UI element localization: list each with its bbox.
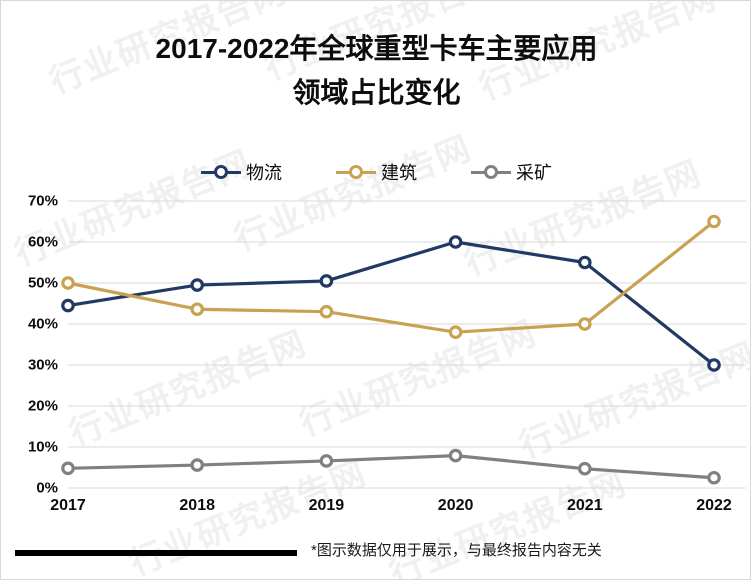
legend-label: 物流 [246, 163, 282, 183]
series-line-物流 [66, 240, 716, 367]
data-point-建筑-2022[interactable] [707, 214, 721, 229]
legend-marker-icon [336, 164, 376, 180]
data-point-建筑-2018[interactable] [190, 302, 204, 317]
y-tick-label: 30% [27, 356, 58, 374]
series-line-建筑 [66, 219, 716, 334]
y-tick-label: 60% [27, 233, 58, 251]
data-point-采矿-2021[interactable] [577, 461, 592, 476]
chart-title: 2017-2022年全球重型卡车主要应用 领域占比变化 [1, 27, 750, 115]
data-point-建筑-2021[interactable] [577, 317, 592, 331]
data-point-采矿-2019[interactable] [319, 454, 334, 468]
legend-dot-icon [349, 165, 363, 179]
data-point-物流-2019[interactable] [319, 274, 334, 288]
footnote-text: *图示数据仅用于展示，与最终报告内容无关 [311, 542, 602, 559]
y-tick-label: 10% [27, 438, 58, 456]
y-tick-label: 20% [27, 397, 58, 415]
data-point-建筑-2017[interactable] [61, 276, 75, 290]
legend-marker-icon [201, 164, 241, 180]
x-tick-label-2020: 2020 [437, 497, 474, 514]
data-point-物流-2022[interactable] [707, 358, 721, 372]
data-point-物流-2017[interactable] [61, 298, 75, 313]
x-tick-label-2021: 2021 [567, 497, 603, 514]
y-tick-label: 0% [36, 479, 58, 497]
series-line-采矿 [66, 454, 716, 480]
data-point-采矿-2017[interactable] [61, 461, 75, 476]
data-point-物流-2018[interactable] [190, 278, 204, 292]
legend-item-物流[interactable]: 物流 [201, 159, 282, 185]
x-tick-label-2017: 2017 [50, 497, 86, 514]
legend-dot-icon [484, 165, 498, 179]
chart-title-line-2: 领域占比变化 [292, 77, 461, 108]
legend-item-建筑[interactable]: 建筑 [336, 159, 417, 185]
legend-item-采矿[interactable]: 采矿 [471, 159, 552, 185]
data-point-采矿-2018[interactable] [190, 458, 204, 472]
data-point-物流-2020[interactable] [448, 235, 463, 249]
x-tick-label-2018: 2018 [179, 497, 215, 514]
footer-rule [15, 550, 297, 556]
data-point-建筑-2019[interactable] [319, 304, 334, 319]
chart-title-line-1: 2017-2022年全球重型卡车主要应用 [155, 33, 598, 64]
y-tick-label: 40% [27, 315, 58, 333]
y-tick-label: 70% [27, 192, 58, 210]
legend-label: 采矿 [516, 163, 552, 183]
data-point-建筑-2020[interactable] [448, 325, 463, 339]
legend-label: 建筑 [381, 163, 417, 183]
legend-dot-icon [214, 165, 228, 179]
x-tick-label-2022: 2022 [696, 497, 732, 514]
data-point-采矿-2020[interactable] [448, 448, 463, 463]
data-point-采矿-2022[interactable] [707, 470, 721, 485]
x-tick-label-2019: 2019 [308, 497, 345, 514]
data-point-物流-2021[interactable] [577, 255, 592, 270]
chart-legend: 物流 建筑 采矿 [1, 159, 750, 185]
legend-marker-icon [471, 164, 511, 180]
y-tick-label: 50% [27, 274, 58, 292]
